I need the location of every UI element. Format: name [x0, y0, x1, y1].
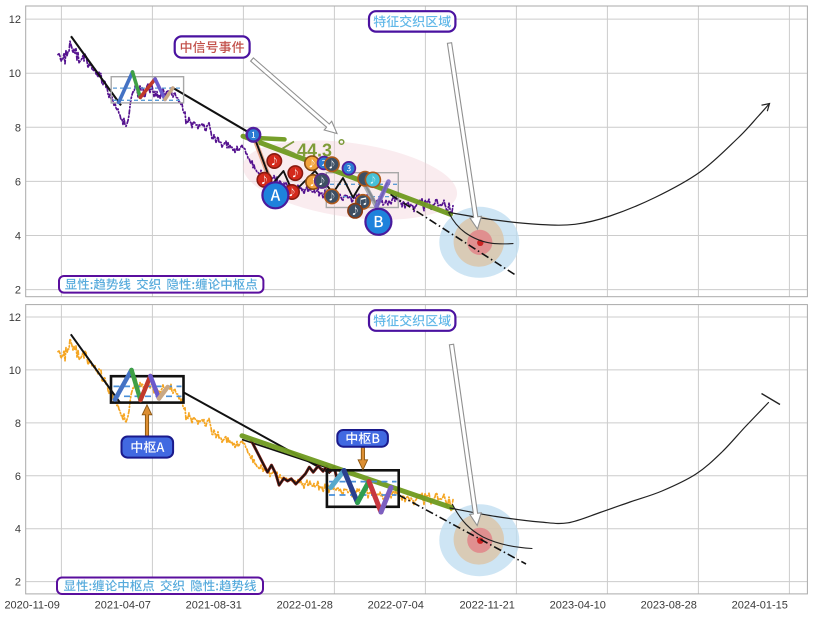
svg-text:2021-04-07: 2021-04-07: [95, 600, 151, 612]
svg-text:2024-01-15: 2024-01-15: [732, 600, 788, 612]
svg-text:6: 6: [15, 471, 21, 483]
svg-text:2021-08-31: 2021-08-31: [186, 600, 242, 612]
svg-text:12: 12: [9, 312, 21, 324]
svg-text:10: 10: [9, 68, 21, 80]
svg-text:4: 4: [15, 524, 21, 536]
svg-text:8: 8: [15, 122, 21, 134]
svg-text:2: 2: [15, 577, 21, 589]
svg-text:6: 6: [15, 176, 21, 188]
svg-text:2020-11-09: 2020-11-09: [4, 600, 59, 612]
svg-text:12: 12: [9, 14, 21, 26]
svg-text:4: 4: [15, 231, 21, 243]
svg-text:10: 10: [9, 365, 21, 377]
svg-text:2022-07-04: 2022-07-04: [368, 600, 424, 612]
svg-text:2022-01-28: 2022-01-28: [277, 600, 333, 612]
svg-text:2023-08-28: 2023-08-28: [641, 600, 697, 612]
svg-text:8: 8: [15, 418, 21, 430]
svg-text:2023-04-10: 2023-04-10: [550, 600, 606, 612]
svg-text:44.3: 44.3: [297, 141, 332, 161]
svg-text:2022-11-21: 2022-11-21: [459, 600, 514, 612]
svg-text:2: 2: [15, 285, 21, 297]
